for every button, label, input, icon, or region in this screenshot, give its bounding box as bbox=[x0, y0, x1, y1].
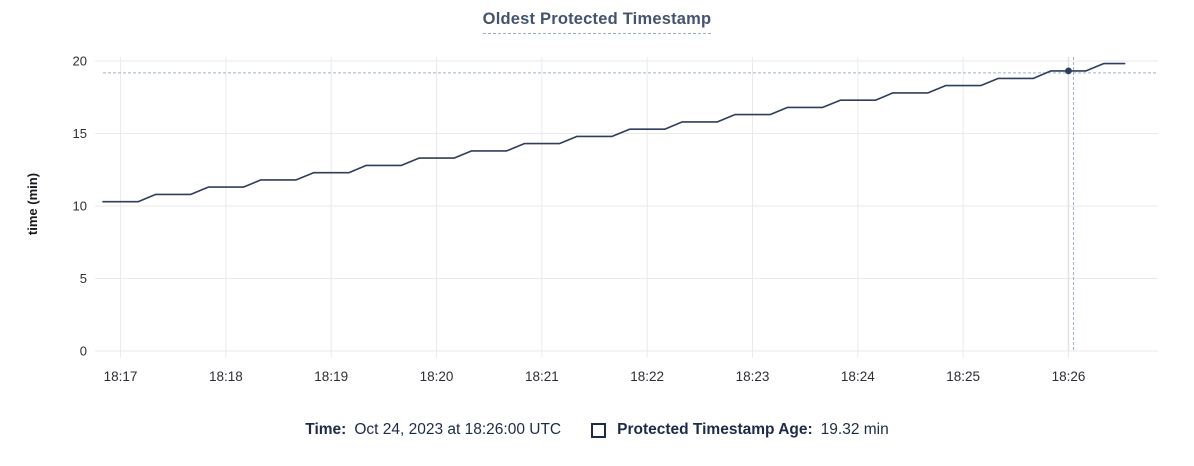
hover-point bbox=[1065, 67, 1072, 75]
x-tick-label: 18:24 bbox=[841, 369, 875, 384]
x-tick-label: 18:23 bbox=[736, 369, 770, 384]
x-tick-label: 18:21 bbox=[525, 369, 559, 384]
x-tick-label: 18:18 bbox=[209, 369, 243, 384]
y-tick-label: 20 bbox=[73, 54, 87, 69]
series-label: Protected Timestamp Age: bbox=[617, 421, 813, 438]
hover-time-label: Time: bbox=[305, 421, 347, 438]
hover-time-value: Oct 24, 2023 at 18:26:00 UTC bbox=[354, 421, 562, 438]
x-tick-label: 18:20 bbox=[420, 369, 454, 384]
legend-series-item[interactable]: Protected Timestamp Age: 19.32 min bbox=[591, 421, 889, 439]
y-tick-label: 0 bbox=[80, 344, 87, 359]
chart-title-row: Oldest Protected Timestamp bbox=[0, 10, 1194, 34]
series-value: 19.32 min bbox=[820, 421, 889, 438]
x-tick-label: 18:19 bbox=[314, 369, 348, 384]
y-tick-label: 15 bbox=[73, 126, 87, 141]
hover-legend: Time: Oct 24, 2023 at 18:26:00 UTC Prote… bbox=[0, 421, 1194, 439]
x-tick-label: 18:25 bbox=[946, 369, 980, 384]
series-line bbox=[102, 62, 1126, 203]
chart-title[interactable]: Oldest Protected Timestamp bbox=[482, 10, 712, 34]
chart-canvas[interactable]: 18:17 18:18 18:19 18:20 18:21 18:22 18:23 18:24… bbox=[0, 0, 1194, 400]
x-tick-label: 18:26 bbox=[1052, 369, 1086, 384]
y-tick-label: 5 bbox=[80, 271, 87, 286]
hover-time-group: Time: Oct 24, 2023 at 18:26:00 UTC bbox=[305, 421, 561, 439]
y-tick-label: 10 bbox=[73, 199, 87, 214]
series-checkbox-icon[interactable] bbox=[591, 422, 607, 438]
x-tick-label: 18:22 bbox=[630, 369, 664, 384]
x-tick-label: 18:17 bbox=[104, 369, 138, 384]
